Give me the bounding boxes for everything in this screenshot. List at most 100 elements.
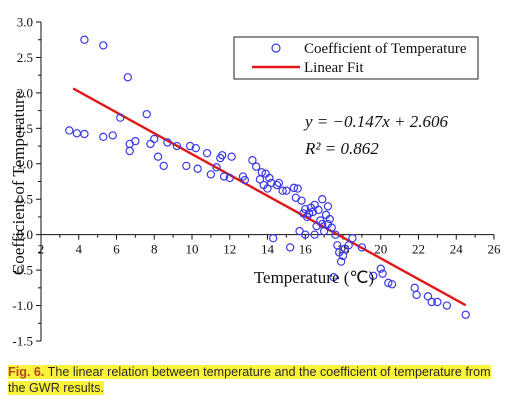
legend-fit-label: Linear Fit [304,60,364,76]
data-point [150,134,159,144]
x-tick-label: 2 [38,242,45,257]
y-tick-label: 3.0 [17,15,33,30]
y-tick-label: -0.5 [12,263,33,278]
data-point [312,221,321,231]
data-point [285,243,295,252]
data-point [193,164,202,173]
x-tick-label: 8 [151,242,158,257]
x-tick-label: 24 [450,242,464,257]
data-point [108,131,117,140]
x-tick-label: 12 [223,242,236,257]
data-point [289,183,299,193]
data-point [123,73,133,82]
data-point [153,152,163,161]
data-point [282,186,291,195]
data-point [257,168,267,177]
data-point [191,143,200,153]
x-tick-label: 6 [113,242,120,257]
data-point [227,152,236,161]
data-point [172,141,182,151]
x-tick-label: 14 [261,242,275,257]
data-point [240,175,250,185]
data-point [146,139,155,149]
data-point [344,241,353,250]
data-point [251,162,261,171]
data-point [378,269,387,278]
x-tick-label: 4 [76,242,83,257]
data-point [163,138,172,147]
data-point [304,209,314,218]
data-point [442,301,452,310]
data-point [272,180,282,190]
data-point [423,292,433,301]
data-point [357,243,367,252]
x-axis-title: Temperature (℃) [254,268,374,287]
data-point [72,129,82,138]
data-point [274,178,284,188]
data-point [159,161,168,171]
y-tick-label: -1.5 [12,334,33,349]
data-point [329,273,338,282]
data-point [301,230,310,239]
data-point [65,126,74,135]
figure-caption: Fig. 6. The linear relation between temp… [8,364,508,396]
data-point [278,186,287,195]
data-points [65,35,470,319]
data-point [348,234,357,243]
x-tick-label: 26 [488,242,502,257]
data-point [217,151,227,160]
data-point [325,214,334,224]
legend-point-marker [271,43,281,53]
data-point [314,205,323,215]
x-tick-label: 20 [374,242,387,257]
data-point [327,223,336,232]
data-point [263,184,272,193]
data-point [427,297,436,307]
data-point [125,146,134,156]
y-tick-label: 0.0 [17,227,33,242]
data-point [219,172,229,181]
x-tick-label: 22 [412,242,425,257]
y-tick-label: 0.5 [17,192,33,207]
data-point [376,264,385,273]
data-point [369,271,378,280]
data-point [384,278,393,288]
data-point [331,230,340,239]
data-point [319,226,329,236]
data-point [387,280,397,289]
data-point [80,35,89,44]
data-point [206,170,216,179]
linear-fit-line [72,87,467,307]
y-tick-label: 2.5 [17,50,33,65]
figure-label: Fig. 6. [8,365,45,379]
data-point [268,234,278,243]
data-point [248,156,257,165]
data-point [336,257,346,266]
y-tick-label: 1.0 [17,156,33,171]
data-point [185,141,195,151]
scatter-chart: 3.02.52.01.51.00.50.0-0.5-1.0-1.52 4 6 8 10 1… [9,15,501,349]
axes-layer: 3.02.52.01.51.00.50.0-0.5-1.0-1.52 4 6 8 10 1… [12,15,501,349]
y-tick-label: 2.0 [17,85,33,100]
data-point [99,41,108,50]
data-point [80,129,89,139]
data-point [202,148,212,158]
r-squared-label: R² = 0.862 [304,139,379,158]
legend: Coefficient of Temperature Linear Fit [233,36,479,80]
data-point [212,163,221,172]
data-point [293,184,302,193]
data-point [99,132,108,142]
data-point [265,173,274,183]
x-tick-label: 16 [299,242,313,257]
data-point [116,113,125,122]
data-point [461,310,470,319]
data-point [225,173,234,183]
data-point [433,297,442,307]
y-tick-label: -1.0 [12,298,33,313]
data-point [323,202,333,211]
data-point [297,196,306,205]
data-point [142,109,151,119]
y-tick-label: 1.5 [17,121,33,136]
data-point [318,195,327,204]
x-tick-label: 10 [186,242,199,257]
